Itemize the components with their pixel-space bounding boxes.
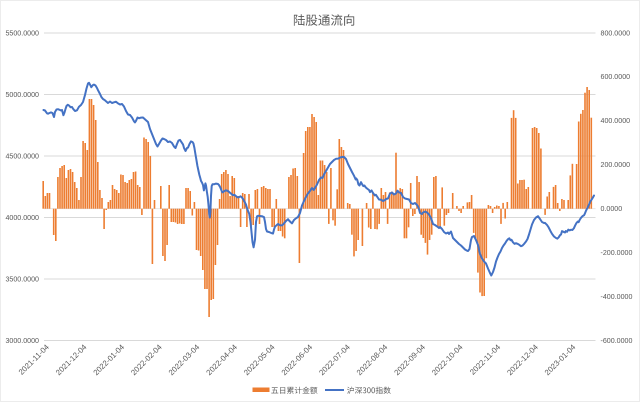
svg-text:400.0000: 400.0000: [601, 117, 631, 125]
svg-text:600.0000: 600.0000: [601, 73, 631, 81]
svg-text:3500.0000: 3500.0000: [5, 275, 39, 283]
svg-text:0.0000: 0.0000: [601, 205, 623, 213]
svg-text:5500.0000: 5500.0000: [5, 29, 39, 37]
svg-text:3000.0000: 3000.0000: [5, 337, 39, 345]
svg-text:-400.0000: -400.0000: [601, 293, 633, 301]
svg-text:5000.0000: 5000.0000: [5, 91, 39, 99]
svg-text:-600.0000: -600.0000: [601, 337, 633, 345]
svg-text:4000.0000: 4000.0000: [5, 214, 39, 222]
svg-text:200.0000: 200.0000: [601, 161, 631, 169]
svg-text:-200.0000: -200.0000: [601, 249, 633, 257]
svg-text:4500.0000: 4500.0000: [5, 152, 39, 160]
svg-text:800.0000: 800.0000: [601, 29, 631, 37]
